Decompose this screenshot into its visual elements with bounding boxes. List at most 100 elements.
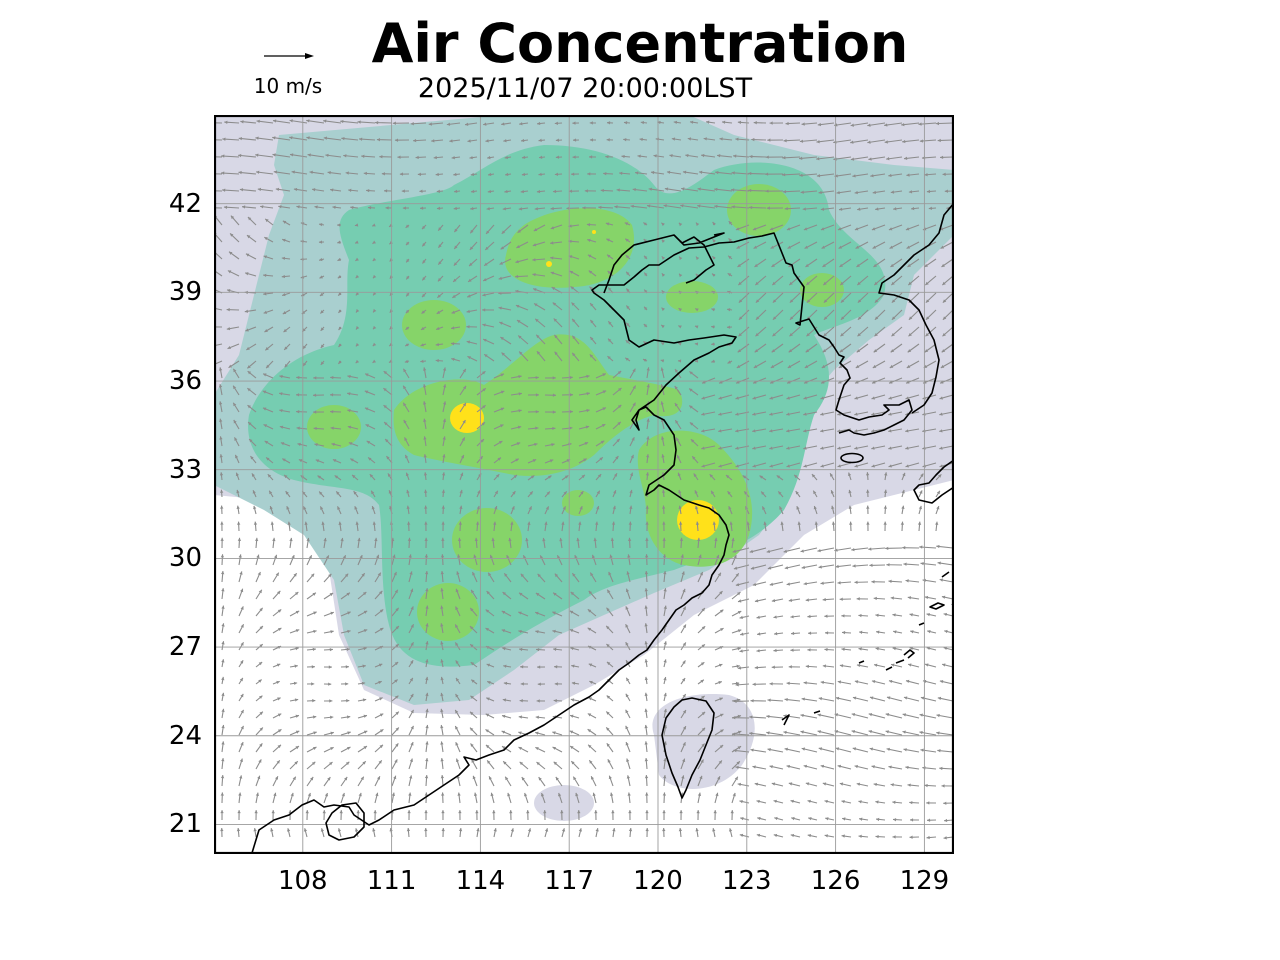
- wind-vector-head: [221, 708, 225, 713]
- wind-vector-head: [425, 758, 429, 762]
- wind-vector-head: [890, 783, 894, 787]
- wind-vector-head: [744, 491, 748, 495]
- wind-vector-head: [711, 359, 715, 363]
- wind-vector-head: [854, 227, 859, 231]
- wind-vector-head: [697, 187, 701, 191]
- wind-vector-head: [441, 505, 445, 509]
- wind-vector-head: [346, 647, 350, 652]
- wind-vector-head: [372, 342, 377, 347]
- wind-vector-head: [906, 173, 910, 177]
- wind-vector-head: [471, 589, 475, 594]
- wind-vector-head: [470, 172, 475, 177]
- wind-vector-head: [222, 188, 226, 192]
- wind-vector-head: [901, 122, 905, 127]
- wind-vector-head: [791, 816, 795, 821]
- wind-vector-head: [936, 544, 940, 549]
- wind-vector-head: [885, 713, 890, 717]
- wind-vector-head: [719, 591, 723, 595]
- wind-vector-head: [327, 777, 331, 781]
- wind-vector-head: [535, 375, 539, 380]
- wind-vector-head: [279, 392, 283, 396]
- wind-vector-head: [689, 371, 693, 375]
- wind-vector-head: [762, 506, 766, 510]
- wind-vector-head: [628, 521, 632, 525]
- wind-vector-head: [695, 521, 700, 525]
- wind-vector-head: [269, 490, 273, 495]
- wind-vector-head: [644, 708, 648, 713]
- wind-vector-head: [383, 405, 387, 409]
- wind-vector-head: [329, 762, 333, 766]
- wind-vector-head: [645, 792, 649, 796]
- wind-vector-head: [763, 521, 767, 525]
- map-gridlines: [214, 115, 954, 854]
- wind-vector-head: [886, 747, 890, 752]
- wind-vector-head: [461, 437, 465, 441]
- concentration-map[interactable]: [214, 115, 954, 854]
- wind-vector-head: [868, 712, 873, 717]
- wind-vector-head: [784, 697, 788, 702]
- wind-vector-head: [441, 827, 445, 832]
- wind-vector-head: [698, 554, 702, 559]
- wind-vector-head: [258, 662, 263, 666]
- wind-vector-head: [459, 489, 463, 494]
- wind-vector-head: [365, 424, 370, 428]
- wind-vector-head: [712, 828, 716, 832]
- wind-vector-head: [554, 121, 558, 125]
- wind-vector-head: [627, 537, 632, 541]
- wind-vector-head: [692, 456, 696, 460]
- wind-vector-head: [320, 828, 325, 832]
- wind-vector-head: [247, 405, 251, 409]
- wind-vector-head: [840, 299, 845, 303]
- wind-vector-head: [632, 402, 636, 407]
- wind-vector-head: [818, 697, 823, 701]
- wind-vector-head: [224, 120, 228, 124]
- wind-vector-head: [840, 316, 845, 320]
- wind-vector-head: [276, 663, 281, 667]
- wind-vector-head: [752, 396, 756, 400]
- wind-vector-head: [888, 396, 892, 400]
- wind-vector-head: [873, 663, 878, 667]
- wind-vector-head: [221, 758, 225, 762]
- wind-vector-head: [552, 302, 557, 306]
- wind-vector-head: [362, 761, 366, 765]
- wind-vector-head: [943, 801, 947, 805]
- wind-vector-head: [734, 776, 738, 781]
- wind-vector-head: [805, 782, 810, 786]
- wind-vector-head: [338, 326, 342, 331]
- wind-vector-head: [471, 189, 475, 194]
- wind-vector-head: [425, 641, 429, 645]
- wind-vector-head: [395, 743, 399, 747]
- wind-vector-head: [236, 489, 240, 494]
- wind-vector-head: [786, 429, 790, 433]
- wind-vector-head: [732, 732, 736, 736]
- wind-vector-head: [519, 647, 523, 652]
- wind-vector-head: [302, 345, 307, 350]
- wind-vector-head: [804, 364, 809, 368]
- wind-vector-head: [589, 138, 594, 142]
- wind-vector-head: [695, 222, 700, 227]
- wind-vector-head: [851, 713, 856, 717]
- wind-vector-head: [535, 731, 539, 735]
- wind-vector-head: [277, 627, 282, 631]
- wind-vector-head: [837, 680, 842, 684]
- wind-vector-head: [554, 334, 558, 339]
- wind-vector-head: [553, 647, 557, 652]
- wind-vector-head: [564, 475, 569, 479]
- wind-vector-head: [395, 625, 399, 630]
- wind-vector-head: [307, 153, 311, 157]
- wind-vector-head: [554, 665, 558, 669]
- wind-vector-head: [237, 521, 241, 525]
- wind-vector-head: [489, 554, 493, 559]
- wind-vector-head: [310, 776, 314, 781]
- wind-vector-head: [757, 816, 761, 821]
- wind-vector-head: [501, 610, 506, 614]
- wind-vector-head: [505, 172, 509, 177]
- lon-tick-label: 120: [633, 866, 683, 896]
- wind-vector-head: [755, 281, 759, 286]
- wind-vector-head: [702, 380, 706, 384]
- wind-vector-head: [413, 138, 417, 143]
- wind-vector-head: [888, 429, 892, 433]
- wind-vector-head: [311, 682, 315, 686]
- wind-vector-head: [906, 245, 911, 249]
- wind-vector-head: [328, 573, 332, 578]
